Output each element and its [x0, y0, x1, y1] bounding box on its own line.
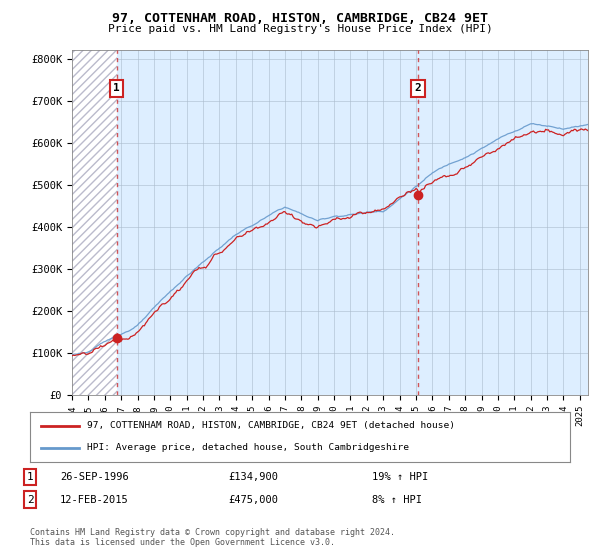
Bar	[72, 50, 117, 395]
Text: 26-SEP-1996: 26-SEP-1996	[60, 472, 129, 482]
Text: 97, COTTENHAM ROAD, HISTON, CAMBRIDGE, CB24 9ET: 97, COTTENHAM ROAD, HISTON, CAMBRIDGE, C…	[112, 12, 488, 25]
Text: 2: 2	[26, 494, 34, 505]
Text: 12-FEB-2015: 12-FEB-2015	[60, 494, 129, 505]
Text: £134,900: £134,900	[228, 472, 278, 482]
Text: Contains HM Land Registry data © Crown copyright and database right 2024.
This d: Contains HM Land Registry data © Crown c…	[30, 528, 395, 547]
Text: HPI: Average price, detached house, South Cambridgeshire: HPI: Average price, detached house, Sout…	[86, 444, 409, 452]
Text: 97, COTTENHAM ROAD, HISTON, CAMBRIDGE, CB24 9ET (detached house): 97, COTTENHAM ROAD, HISTON, CAMBRIDGE, C…	[86, 421, 455, 430]
Text: Price paid vs. HM Land Registry's House Price Index (HPI): Price paid vs. HM Land Registry's House …	[107, 24, 493, 34]
Text: £475,000: £475,000	[228, 494, 278, 505]
Text: 1: 1	[113, 83, 120, 93]
Text: 2: 2	[415, 83, 421, 93]
Text: 1: 1	[26, 472, 34, 482]
Text: 19% ↑ HPI: 19% ↑ HPI	[372, 472, 428, 482]
Text: 8% ↑ HPI: 8% ↑ HPI	[372, 494, 422, 505]
